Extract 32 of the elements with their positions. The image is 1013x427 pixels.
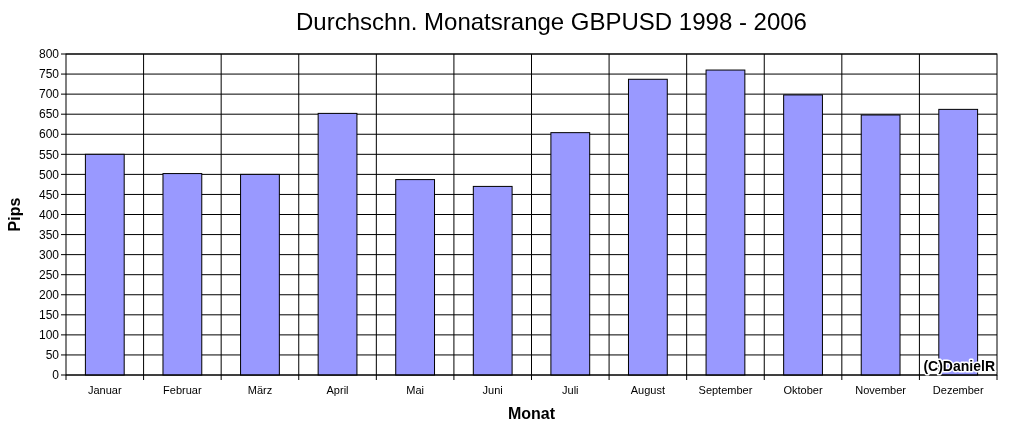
y-tick-label: 450 (38, 187, 60, 202)
x-tick-label: Oktober (783, 384, 823, 396)
y-axis-title: Pips (6, 197, 23, 232)
x-tick-label: Dezember (932, 384, 984, 396)
x-tick-label: Februar (163, 384, 202, 396)
chart-title: Durchschn. Monatsrange GBPUSD 1998 - 2006 (296, 8, 807, 35)
x-tick-label: August (630, 384, 665, 396)
y-tick-label: 500 (38, 167, 60, 182)
x-tick-label: Mai (406, 384, 424, 396)
x-tick-label: Juni (482, 384, 503, 396)
x-axis-title: Monat (507, 405, 556, 422)
x-tick-label: November (855, 384, 907, 396)
x-tick-label: September (698, 384, 753, 396)
y-tick-label: 50 (45, 348, 60, 363)
x-tick-label: Juli (562, 384, 579, 396)
y-tick-label: 400 (38, 207, 60, 222)
y-tick-label: 800 (38, 47, 60, 62)
y-tick-label: 250 (38, 267, 60, 282)
y-tick-label: 350 (38, 227, 60, 242)
y-tick-label: 650 (38, 107, 60, 122)
x-tick-label: April (326, 384, 349, 396)
y-tick-label: 100 (38, 328, 60, 343)
y-tick-label: 0 (52, 368, 60, 383)
x-tick-label: Januar (87, 384, 122, 396)
y-tick-label: 300 (38, 247, 60, 262)
y-tick-label: 200 (38, 287, 60, 302)
y-tick-label: 550 (38, 147, 60, 162)
y-tick-label: 600 (38, 127, 60, 142)
y-tick-label: 750 (38, 67, 60, 82)
y-tick-label: 700 (38, 87, 60, 102)
x-tick-label: März (247, 384, 273, 396)
y-tick-label: 150 (38, 308, 60, 323)
